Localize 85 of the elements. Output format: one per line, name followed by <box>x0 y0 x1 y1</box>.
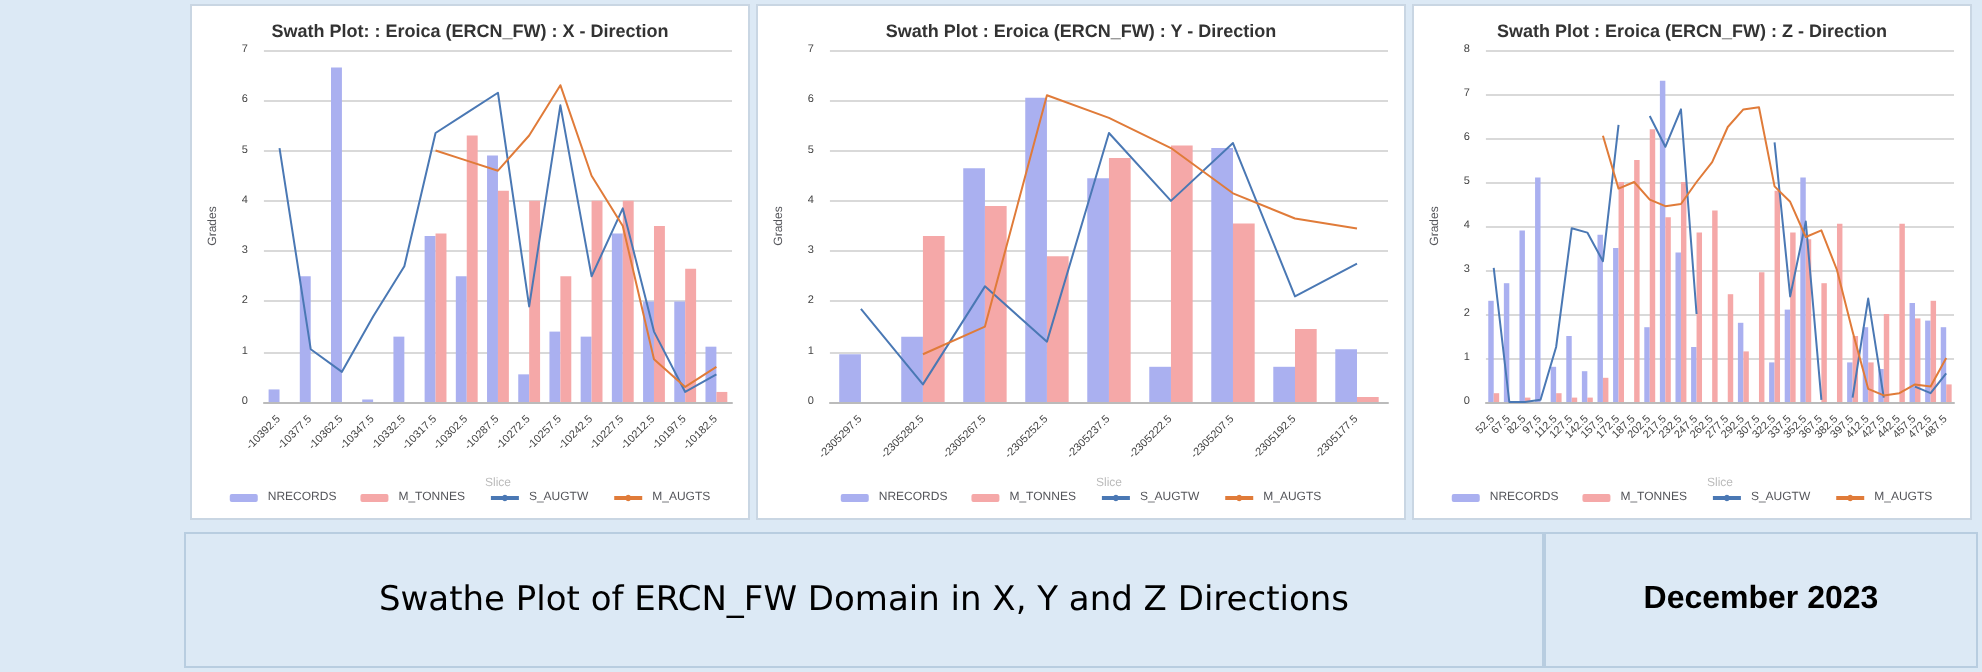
bar <box>839 354 861 402</box>
bar <box>1784 309 1791 402</box>
bar <box>1899 223 1905 402</box>
bar <box>393 336 405 402</box>
bar <box>331 67 342 402</box>
bar <box>1847 362 1853 402</box>
line-series <box>434 84 718 388</box>
bar <box>455 276 467 402</box>
line-series <box>278 91 718 393</box>
bar <box>1493 393 1500 402</box>
bar <box>549 331 561 402</box>
bar <box>466 135 478 402</box>
bar <box>1946 384 1952 402</box>
bar <box>1774 190 1781 402</box>
bar <box>1046 256 1069 402</box>
bar <box>1108 158 1131 402</box>
bar <box>1357 396 1379 402</box>
bar <box>497 190 509 402</box>
bar <box>984 205 1007 402</box>
bar <box>1758 272 1765 402</box>
bar <box>1680 182 1687 402</box>
bar <box>1712 210 1718 402</box>
bar <box>1519 230 1525 402</box>
bar <box>1613 248 1619 402</box>
bar <box>529 200 541 402</box>
bar <box>1087 178 1109 402</box>
bar <box>580 336 592 402</box>
bar <box>611 233 623 402</box>
line-series <box>859 131 1358 386</box>
bar <box>1602 377 1609 402</box>
bar <box>1581 371 1588 402</box>
bar <box>1025 97 1047 402</box>
bar <box>685 268 697 402</box>
bar <box>560 276 572 402</box>
bar <box>716 391 728 402</box>
bar <box>622 200 634 402</box>
bar <box>1634 160 1640 402</box>
bar <box>1800 177 1806 402</box>
bar <box>1821 283 1827 402</box>
bar <box>1925 320 1931 402</box>
text: Swathe Plot of ERCN_FW Domain in X, Y and Z Directions <box>184 532 1544 668</box>
bar <box>1566 336 1572 402</box>
bar <box>1737 322 1744 402</box>
chart-title: Swath Plot: : Eroica (ERCN_FW) : X - Direction <box>271 21 669 41</box>
bar <box>963 168 985 402</box>
line-series <box>921 94 1358 356</box>
bar <box>487 155 498 402</box>
bar <box>1659 80 1666 402</box>
bar <box>1649 129 1656 402</box>
chart-title: Swath Plot : Eroica (ERCN_FW) : Y - Direction <box>885 21 1277 41</box>
bar <box>1232 223 1255 402</box>
chart-title: Swath Plot : Eroica (ERCN_FW) : Z - Direction <box>1496 21 1888 41</box>
bar <box>1790 232 1796 402</box>
bar <box>674 301 686 402</box>
bar <box>653 226 665 402</box>
bar <box>1644 327 1650 402</box>
bar <box>518 374 530 402</box>
bar <box>1597 234 1603 402</box>
bar <box>1769 362 1775 402</box>
bar <box>1335 349 1357 402</box>
bar <box>1556 393 1562 402</box>
bar <box>435 233 447 402</box>
bar <box>1618 182 1624 402</box>
bar <box>1868 362 1874 402</box>
bar <box>1675 252 1681 402</box>
line-series <box>1601 106 1948 397</box>
text: December 2023 <box>1544 532 1978 668</box>
bar <box>268 389 280 402</box>
bar <box>922 236 945 402</box>
bar <box>1535 177 1541 402</box>
bar <box>1170 145 1193 402</box>
bar <box>1727 294 1734 402</box>
bar <box>705 346 717 402</box>
bar <box>1488 300 1494 402</box>
bar <box>901 336 923 402</box>
bar <box>1743 351 1749 402</box>
bar <box>1665 217 1671 402</box>
bar <box>1294 329 1317 402</box>
bar <box>424 236 436 402</box>
bar <box>1550 366 1557 402</box>
bar <box>1691 347 1697 402</box>
bar <box>1149 366 1171 402</box>
bar <box>1211 148 1233 402</box>
bar <box>1273 366 1295 402</box>
bar <box>1696 232 1703 402</box>
